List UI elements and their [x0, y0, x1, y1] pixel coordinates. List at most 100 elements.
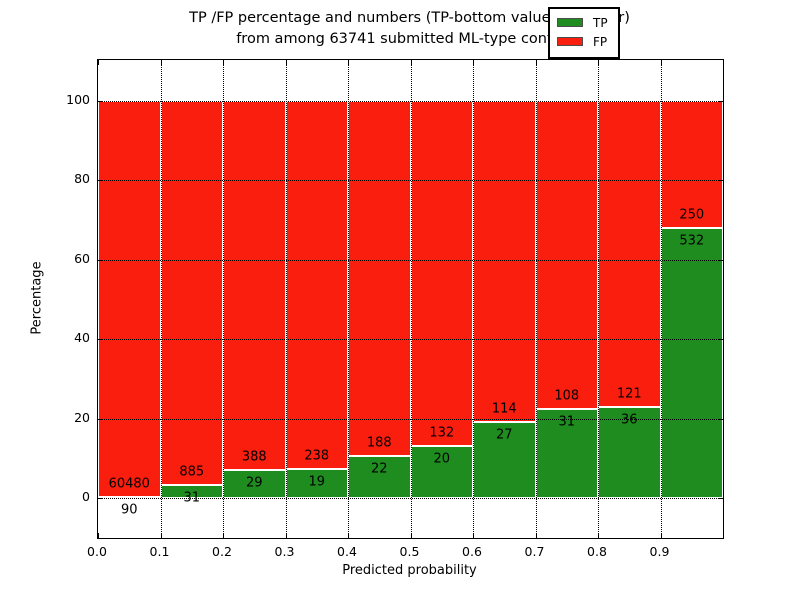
x-axis-label: Predicted probability: [342, 563, 477, 578]
fp-legend-label: FP: [593, 34, 608, 49]
x-tick-mark: [598, 533, 599, 538]
y-tick-label: 60: [74, 250, 90, 266]
vertical-gridline: [660, 60, 662, 538]
vertical-gridline: [410, 60, 412, 538]
x-tick-label: 0.9: [649, 544, 670, 559]
y-tick-mark: [98, 180, 103, 182]
tp-bar-segment: [660, 227, 723, 498]
x-tick-mark: [98, 60, 99, 65]
x-tick-label: 0.8: [587, 544, 607, 559]
y-tick-mark: [98, 418, 103, 420]
x-tick-mark: [160, 60, 162, 65]
legend-row-fp: FP: [550, 32, 618, 51]
fp-count-label: 108: [554, 388, 580, 404]
y-tick-mark: [718, 498, 723, 499]
tp-count-label: 22: [370, 461, 388, 477]
vertical-gridline: [160, 60, 162, 538]
fp-bar-segment: [598, 101, 661, 407]
x-tick-mark: [285, 533, 287, 538]
x-tick-label: 0.2: [212, 544, 232, 559]
vertical-gridline: [473, 60, 474, 538]
x-tick-mark: [473, 533, 474, 538]
fp-bar-segment: [535, 101, 598, 410]
x-tick-mark: [410, 60, 412, 65]
horizontal-gridline: [98, 498, 723, 499]
x-tick-mark: [348, 533, 349, 538]
bar-value-labels-layer: 60480 90 885 31 388 29 238 19 188 22 132 20 114 27 108…: [98, 60, 723, 538]
x-tick-mark: [223, 533, 224, 538]
x-tick-mark: [535, 533, 537, 538]
tp-count-label: 20: [433, 451, 451, 467]
x-tick-mark: [98, 533, 99, 538]
grid-layer: [98, 60, 723, 538]
horizontal-gridline: [98, 259, 723, 261]
tp-bar-segment: [410, 445, 473, 498]
tp-legend-swatch: [557, 18, 583, 27]
x-tick-mark: [348, 60, 349, 65]
y-tick-mark: [718, 180, 723, 182]
tp-count-label: 29: [245, 475, 263, 491]
vertical-gridline: [535, 60, 537, 538]
y-tick-label: 0: [82, 489, 90, 504]
vertical-gridline: [598, 60, 599, 538]
tp-count-label: 19: [308, 474, 326, 490]
fp-count-label: 60480: [108, 476, 150, 492]
vertical-gridline: [285, 60, 287, 538]
x-tick-label: 0.7: [524, 544, 545, 559]
tp-legend-label: TP: [593, 15, 608, 30]
tp-count-label: 31: [558, 414, 576, 430]
legend-row-tp: TP: [550, 13, 618, 32]
tp-bar-segment: [348, 456, 411, 498]
tp-count-label: 27: [495, 427, 513, 443]
horizontal-gridline: [98, 418, 723, 420]
fp-bar-segment: [660, 101, 723, 228]
fp-count-label: 121: [616, 386, 642, 402]
x-tick-mark: [535, 60, 537, 65]
x-tick-label: 0.5: [399, 544, 420, 559]
axis-ticks-layer: [98, 60, 723, 538]
tp-bar-segment: [473, 421, 536, 498]
tp-bar-segment: [598, 406, 661, 498]
horizontal-gridline: [98, 101, 723, 102]
y-tick-mark: [98, 498, 103, 499]
fp-count-label: 132: [429, 425, 455, 441]
fp-count-label: 250: [679, 207, 705, 223]
vertical-gridline: [223, 60, 224, 538]
y-tick-mark: [718, 259, 723, 261]
x-tick-label: 0.0: [87, 544, 107, 559]
x-tick-mark: [223, 60, 224, 65]
tp-count-label: 31: [183, 490, 201, 506]
x-tick-mark: [660, 533, 662, 538]
y-tick-label: 20: [74, 409, 90, 425]
tp-bar-segment: [535, 409, 598, 498]
chart-title-line2: from among 63741 submitted ML-type conta…: [236, 31, 583, 47]
plot-area: 60480 90 885 31 388 29 238 19 188 22 132 20 114 27 108…: [97, 59, 724, 539]
y-tick-mark: [718, 101, 723, 102]
tp-count-label: 532: [679, 233, 705, 249]
y-tick-mark: [98, 259, 103, 261]
y-tick-label: 80: [74, 171, 90, 187]
x-tick-mark: [473, 60, 474, 65]
bars-layer: [98, 60, 723, 538]
x-tick-label: 0.1: [149, 544, 170, 559]
fp-count-label: 388: [241, 449, 267, 465]
legend: TP FP: [548, 7, 620, 59]
y-tick-mark: [98, 339, 103, 341]
y-axis-label: Percentage: [29, 261, 45, 335]
vertical-gridline: [348, 60, 349, 538]
chart-title: TP /FP percentage and numbers (TP-bottom…: [97, 8, 722, 50]
x-tick-label: 0.4: [337, 544, 357, 559]
chart-title-line1: TP /FP percentage and numbers (TP-bottom…: [189, 10, 630, 26]
horizontal-gridline: [98, 339, 723, 341]
x-tick-mark: [410, 533, 412, 538]
y-tick-mark: [718, 339, 723, 341]
fp-bar-segment: [98, 101, 161, 498]
x-tick-label: 0.3: [274, 544, 295, 559]
fp-count-label: 188: [366, 435, 392, 451]
horizontal-gridline: [98, 180, 723, 182]
y-tick-mark: [718, 418, 723, 420]
fp-count-label: 114: [491, 401, 517, 417]
y-tick-label: 100: [66, 92, 90, 107]
x-tick-mark: [660, 60, 662, 65]
